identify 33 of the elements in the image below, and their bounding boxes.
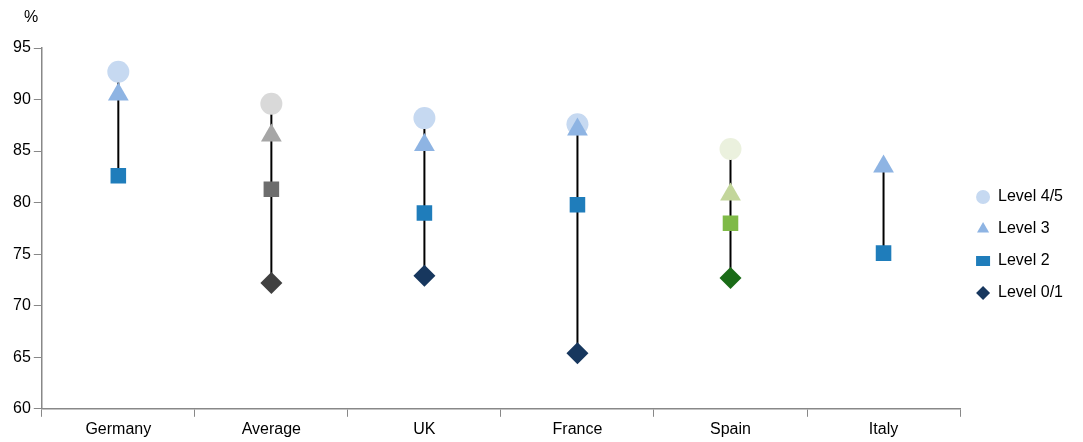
point [263, 181, 280, 198]
legend-label: Level 0/1 [998, 283, 1064, 301]
point [566, 342, 589, 365]
x-tick-label: UK [413, 419, 436, 437]
point [719, 138, 742, 161]
legend-label: Level 4/5 [998, 187, 1064, 205]
y-tick-label: 90 [13, 89, 31, 107]
y-tick-label: 70 [13, 296, 31, 314]
y-tick-label: 85 [13, 141, 31, 159]
y-tick-label: 60 [13, 399, 31, 417]
point [875, 245, 892, 261]
legend-label: Level 3 [998, 219, 1050, 237]
y-tick-label: 95 [13, 38, 31, 56]
y-tick-label: 75 [13, 244, 31, 262]
point [416, 205, 433, 221]
point [722, 215, 739, 232]
point [413, 107, 436, 130]
y-axis-title: % [24, 8, 39, 26]
point [413, 264, 436, 287]
x-tick-label: Italy [868, 419, 899, 437]
x-tick-label: Spain [710, 419, 751, 437]
point [107, 60, 130, 83]
y-tick-label: 80 [13, 193, 31, 211]
point [110, 168, 127, 184]
point [260, 272, 283, 295]
x-tick-label: France [552, 419, 603, 437]
y-tick-label: 65 [13, 347, 31, 365]
point [569, 196, 586, 213]
legend-label: Level 2 [998, 251, 1050, 269]
x-tick-label: Germany [85, 419, 152, 437]
point [719, 266, 742, 289]
x-tick-label: Average [241, 419, 302, 437]
point [260, 92, 283, 115]
